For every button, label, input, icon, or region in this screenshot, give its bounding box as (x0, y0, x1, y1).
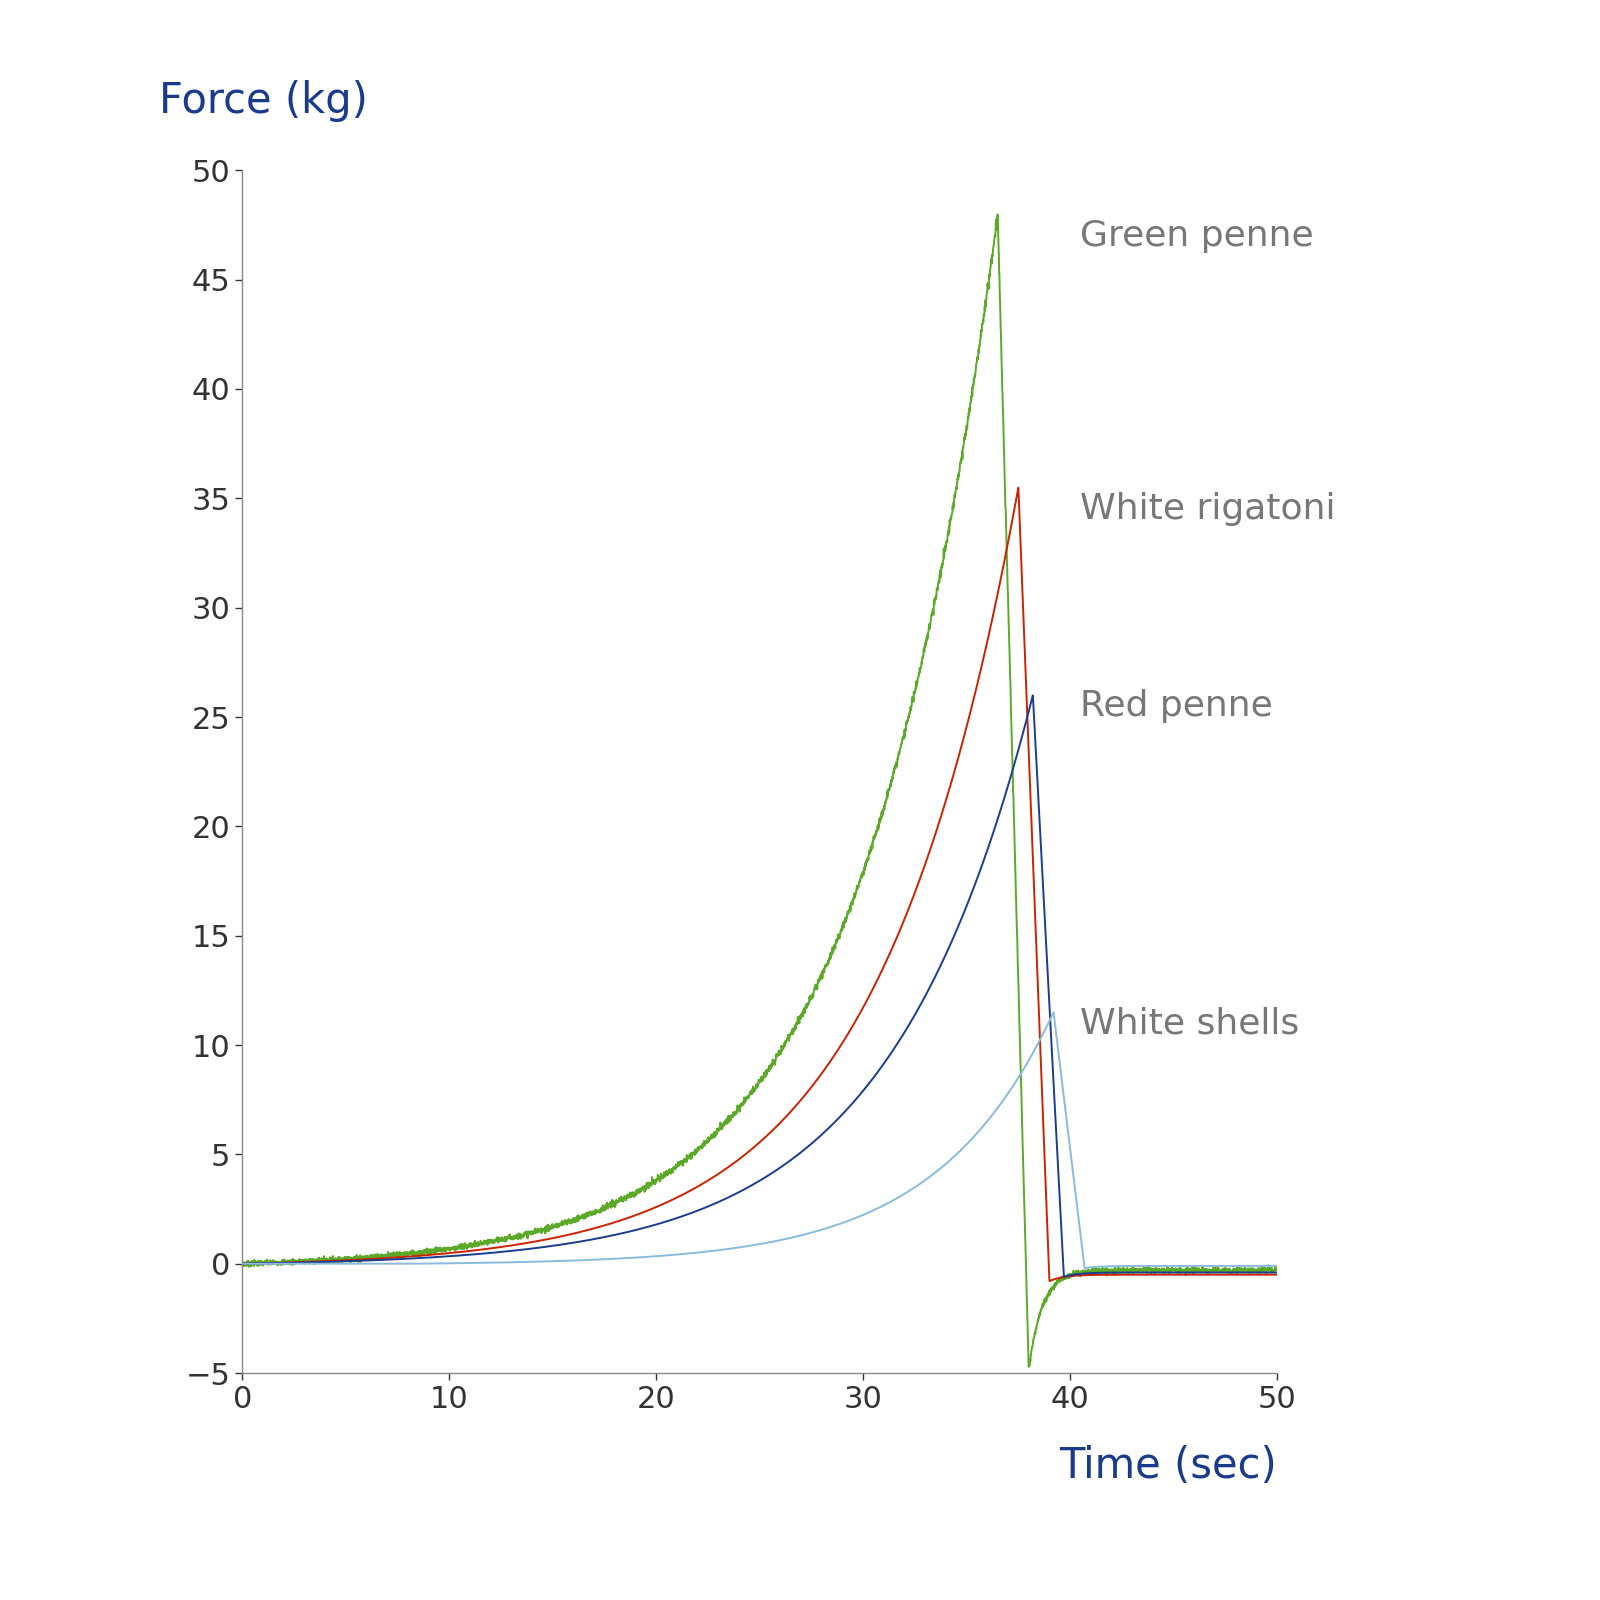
Text: Force (kg): Force (kg) (160, 80, 368, 122)
Text: White rigatoni: White rigatoni (1080, 493, 1336, 526)
Text: Red penne: Red penne (1080, 690, 1274, 723)
Text: Green penne: Green penne (1080, 219, 1314, 253)
Text: White shells: White shells (1080, 1006, 1299, 1040)
Text: Time (sec): Time (sec) (1059, 1445, 1277, 1488)
